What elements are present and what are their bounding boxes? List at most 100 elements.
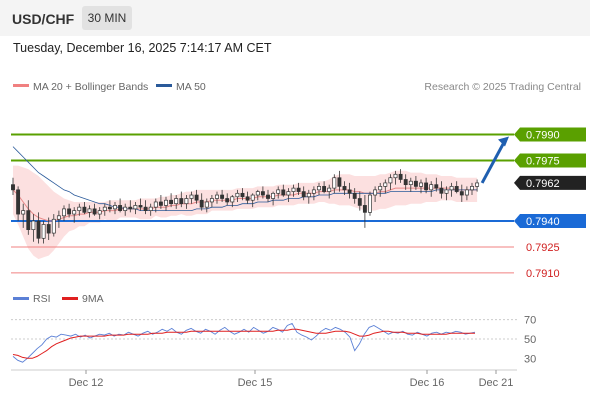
- candle-body: [230, 196, 235, 203]
- candle-body: [245, 196, 250, 201]
- last-price-label: 0.7962: [526, 178, 560, 190]
- candle: [301, 186, 306, 201]
- candle: [240, 188, 245, 201]
- candle-body: [260, 191, 265, 196]
- candle-body: [174, 198, 179, 205]
- candle-body: [419, 182, 423, 187]
- candle-body: [51, 218, 56, 234]
- candle-body: [113, 205, 117, 210]
- candle-body: [184, 198, 189, 205]
- candle: [194, 189, 199, 204]
- candle: [276, 186, 281, 199]
- candle-body: [434, 184, 439, 189]
- rsi-legend-swatch: [13, 297, 29, 300]
- candle: [199, 193, 204, 211]
- candle-body: [464, 189, 469, 196]
- candle: [51, 214, 56, 237]
- candle-body: [322, 186, 327, 192]
- candle-body: [107, 206, 112, 210]
- pivot-label: 0.7940: [526, 216, 560, 228]
- candle: [352, 188, 357, 204]
- candle: [225, 193, 230, 206]
- candle: [362, 195, 367, 228]
- candle-body: [449, 186, 454, 191]
- candle-body: [266, 194, 270, 199]
- candle: [327, 184, 332, 199]
- candle-body: [475, 182, 480, 187]
- header-bar: USD/CHF 30 MIN: [0, 0, 590, 36]
- ma20-legend-swatch: [13, 84, 29, 87]
- candle: [113, 201, 117, 215]
- candle-body: [352, 192, 357, 199]
- candle: [388, 174, 393, 190]
- forecast-arrow-line: [480, 139, 507, 184]
- candle: [11, 177, 15, 196]
- candle: [337, 170, 342, 192]
- candle: [31, 214, 36, 242]
- candle-body: [209, 198, 214, 203]
- candle: [184, 195, 189, 209]
- candle: [72, 207, 77, 223]
- candle: [230, 195, 235, 208]
- candle-body: [291, 187, 296, 192]
- ma50-legend-swatch: [156, 84, 172, 87]
- candle-body: [317, 186, 321, 191]
- candle: [271, 191, 276, 206]
- candle-body: [87, 208, 92, 213]
- support-label-5: 0.7910: [526, 268, 560, 280]
- candle-body: [424, 182, 429, 191]
- symbol-title: USD/CHF: [12, 11, 75, 27]
- candle: [444, 186, 449, 201]
- candle: [459, 184, 464, 202]
- support-label-4: 0.7925: [526, 242, 560, 254]
- candle-body: [250, 194, 255, 201]
- candle: [429, 181, 434, 197]
- candle: [286, 188, 291, 202]
- candle-body: [169, 199, 174, 205]
- candle-body: [72, 210, 77, 215]
- attribution: Research © 2025 Trading Central: [424, 81, 581, 93]
- candle: [87, 205, 92, 218]
- candle: [413, 176, 418, 190]
- candle-body: [306, 192, 311, 198]
- candle-body: [179, 198, 184, 205]
- candle-body: [342, 186, 347, 191]
- x-tick-label: Dec 21: [479, 377, 514, 389]
- timeframe-badge[interactable]: 30 MIN: [82, 6, 132, 30]
- candle: [393, 170, 398, 185]
- candle-body: [429, 184, 434, 191]
- candle-body: [362, 205, 367, 213]
- candle: [347, 182, 352, 199]
- candle: [408, 177, 413, 192]
- candle-body: [255, 191, 260, 196]
- candle: [260, 186, 265, 199]
- candle: [255, 189, 260, 201]
- candle-body: [194, 194, 199, 201]
- last-price-tag: [514, 175, 586, 190]
- candle: [419, 179, 423, 194]
- candle: [118, 198, 123, 213]
- candle-body: [46, 224, 51, 234]
- candle: [378, 182, 383, 197]
- candle: [41, 220, 46, 244]
- candle-body: [26, 210, 31, 230]
- candle-body: [357, 198, 362, 206]
- candle-body: [444, 189, 449, 194]
- candle: [21, 203, 26, 228]
- candle-body: [118, 205, 123, 211]
- candle-body: [439, 187, 444, 194]
- x-tick-label: Dec 16: [410, 377, 445, 389]
- candle-body: [337, 177, 342, 187]
- candle: [306, 189, 311, 204]
- candle: [67, 203, 72, 218]
- rsi-ma9-line: [12, 328, 475, 359]
- candle: [62, 205, 66, 221]
- rsi-tick-label: 70: [524, 315, 536, 327]
- candle-body: [16, 189, 21, 215]
- candle: [133, 201, 138, 215]
- candle-body: [373, 189, 378, 196]
- candle: [77, 203, 82, 216]
- x-tick-label: Dec 12: [69, 377, 104, 389]
- candle: [97, 207, 102, 220]
- candle: [424, 177, 429, 194]
